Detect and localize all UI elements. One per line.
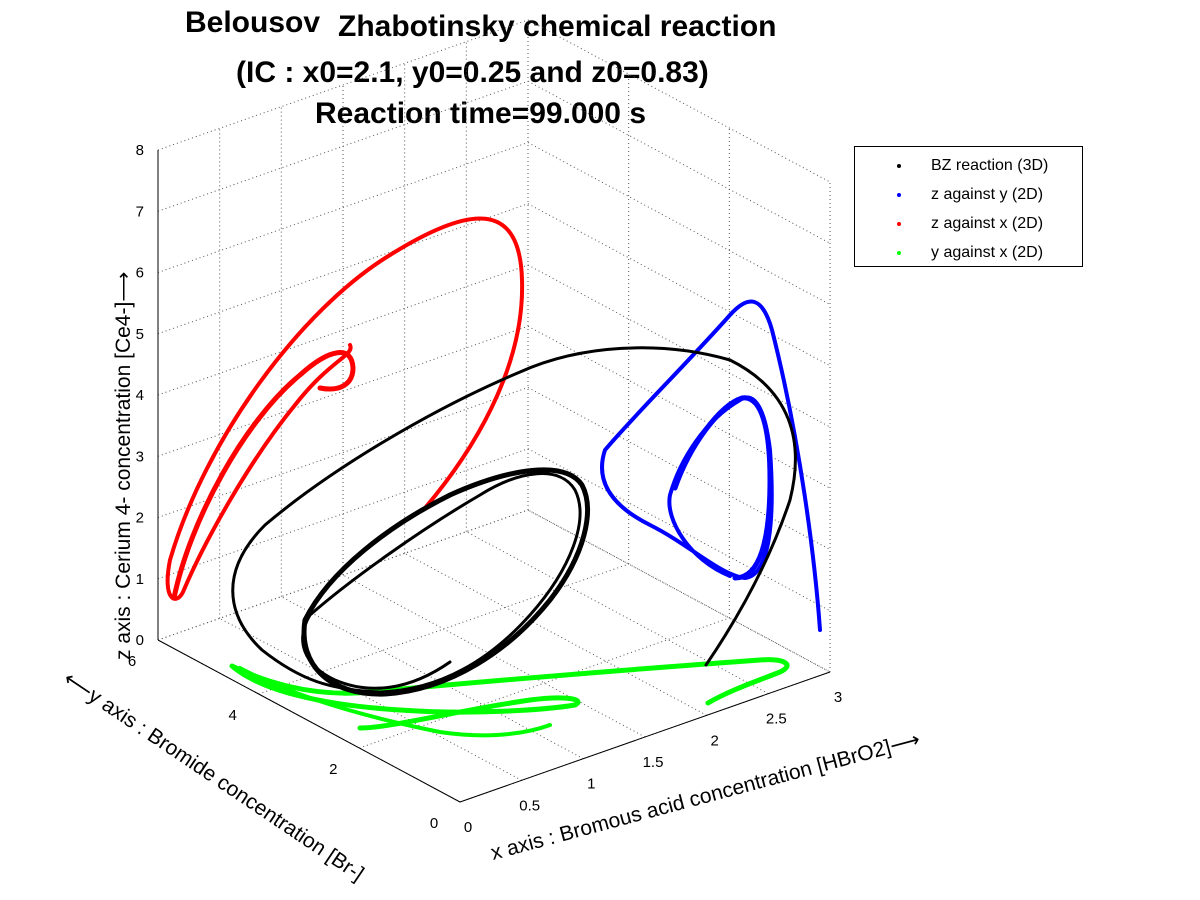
curve-z-vs-y (600, 299, 822, 632)
z-tick-label: 0 (136, 632, 144, 649)
x-tick-label: 1 (587, 776, 595, 793)
grid-line (527, 264, 831, 428)
grid-line (527, 80, 831, 244)
axes-box (157, 150, 831, 803)
z-tick-label: 4 (136, 387, 144, 404)
y-tick-label: 4 (228, 707, 236, 724)
x-axis-label: x axis : Bromous acid concentration [HBr… (488, 728, 922, 865)
grid-line (527, 203, 831, 367)
grid-line (157, 142, 529, 273)
grid-line (527, 142, 831, 305)
x-axis-line (459, 671, 831, 803)
legend-entry-zx: z against x (2D) (855, 215, 1082, 235)
grid-line (157, 19, 529, 151)
grid-line (157, 448, 529, 580)
legend-entry-yx: y against x (2D) (855, 244, 1082, 264)
legend-label: y against x (2D) (931, 244, 1044, 261)
z-tick-label: 6 (136, 265, 144, 282)
grid-line (157, 325, 529, 457)
z-tick-label: 3 (136, 448, 144, 465)
x-tick-label: 0 (464, 819, 472, 836)
legend-label: z against y (2D) (931, 186, 1044, 203)
legend-marker (897, 193, 901, 197)
curve-z-vs-x (171, 350, 356, 601)
grid-line (157, 203, 529, 335)
y-tick-label: 6 (128, 653, 136, 670)
x-tick-label: 2.5 (766, 711, 787, 728)
grid-line (219, 617, 522, 781)
y-axis-line (157, 639, 461, 803)
grid-line (404, 552, 707, 716)
z-axis-label: z axis : Cerium 4- concentration [Ce4-]⟶ (112, 272, 135, 660)
chart-title-line3: Reaction time=99.000 s (315, 97, 647, 130)
z-tick-label: 2 (136, 510, 144, 527)
y-tick-label: 0 (430, 815, 438, 832)
x-tick-label: 2 (710, 732, 718, 749)
curve-bz-3d (231, 346, 797, 694)
grid-line (157, 264, 529, 396)
chart-title-line2: (IC : x0=2.1, y0=0.25 and z0=0.83) (236, 56, 709, 89)
z-tick-label: 7 (136, 203, 144, 220)
grid-line (258, 563, 629, 695)
grid-line (359, 617, 730, 749)
curve-z-vs-y (672, 395, 773, 581)
chart-title-part1: Belousov (185, 6, 321, 39)
legend-entry-zy: z against y (2D) (855, 186, 1082, 206)
legend-entry-bz: BZ reaction (3D) (855, 157, 1082, 177)
curves (165, 216, 822, 738)
legend-label: BZ reaction (3D) (931, 157, 1049, 174)
x-tick-label: 1.5 (643, 754, 664, 771)
legend-label: z against x (2D) (931, 215, 1044, 232)
x-tick-label: 0.5 (519, 797, 540, 814)
legend-marker (897, 251, 901, 255)
curve-y-vs-x (238, 666, 552, 738)
grid-line (157, 509, 529, 641)
y-tick-label: 2 (329, 761, 337, 778)
legend-marker (897, 222, 901, 226)
grid-line (157, 80, 529, 212)
z-tick-label: 5 (136, 326, 144, 343)
legend: BZ reaction (3D) z against y (2D) z agai… (854, 146, 1083, 267)
z-tick-label: 1 (136, 571, 144, 588)
legend-marker (897, 164, 901, 168)
x-tick-label: 3 (834, 689, 842, 706)
z-tick-label: 8 (136, 142, 144, 159)
grid-line (157, 387, 529, 518)
chart-title-part2: Zhabotinsky chemical reaction (338, 10, 777, 43)
curve-z-vs-x (165, 216, 525, 601)
curve-y-vs-x (229, 657, 790, 731)
grid-line (527, 19, 831, 183)
curve-bz-3d (301, 467, 590, 697)
